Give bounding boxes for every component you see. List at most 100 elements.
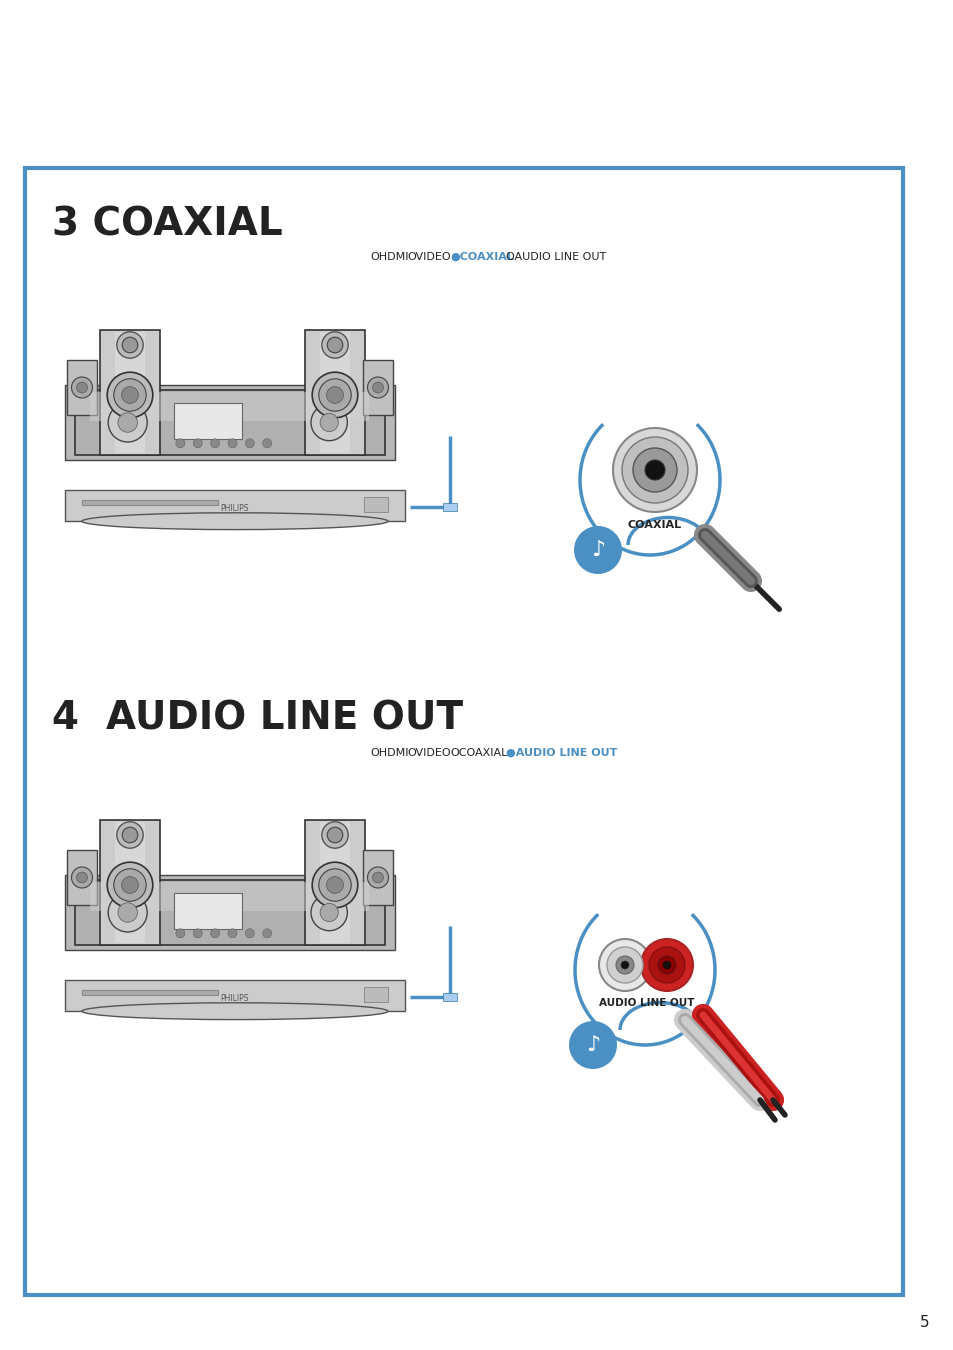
FancyBboxPatch shape bbox=[25, 167, 902, 1295]
Circle shape bbox=[245, 439, 254, 448]
Circle shape bbox=[121, 876, 138, 894]
Text: OVIDEO: OVIDEO bbox=[407, 748, 450, 757]
Text: OHDMI: OHDMI bbox=[370, 252, 408, 262]
Circle shape bbox=[598, 940, 650, 991]
Circle shape bbox=[113, 869, 146, 902]
Circle shape bbox=[644, 460, 664, 481]
Circle shape bbox=[193, 929, 202, 938]
Circle shape bbox=[175, 929, 185, 938]
Text: OAUDIO LINE OUT: OAUDIO LINE OUT bbox=[505, 252, 605, 262]
FancyBboxPatch shape bbox=[319, 822, 350, 944]
FancyBboxPatch shape bbox=[363, 360, 393, 414]
Circle shape bbox=[321, 822, 348, 848]
FancyBboxPatch shape bbox=[305, 819, 365, 945]
Circle shape bbox=[211, 929, 219, 938]
Circle shape bbox=[326, 386, 343, 404]
FancyBboxPatch shape bbox=[363, 850, 393, 904]
Circle shape bbox=[245, 929, 254, 938]
Circle shape bbox=[262, 929, 272, 938]
FancyBboxPatch shape bbox=[91, 882, 369, 911]
Circle shape bbox=[108, 404, 147, 441]
Circle shape bbox=[228, 929, 236, 938]
FancyBboxPatch shape bbox=[67, 850, 97, 904]
Text: ●AUDIO LINE OUT: ●AUDIO LINE OUT bbox=[505, 748, 617, 757]
Circle shape bbox=[122, 828, 137, 842]
Circle shape bbox=[312, 863, 357, 907]
Circle shape bbox=[116, 822, 143, 848]
Circle shape bbox=[318, 869, 351, 902]
FancyBboxPatch shape bbox=[100, 819, 160, 945]
Circle shape bbox=[640, 940, 692, 991]
FancyBboxPatch shape bbox=[364, 497, 388, 512]
Circle shape bbox=[574, 526, 621, 574]
Circle shape bbox=[633, 448, 677, 491]
Circle shape bbox=[122, 338, 137, 352]
Circle shape bbox=[76, 382, 88, 393]
Circle shape bbox=[121, 386, 138, 404]
Circle shape bbox=[318, 379, 351, 412]
Circle shape bbox=[113, 379, 146, 412]
FancyBboxPatch shape bbox=[82, 500, 218, 505]
Circle shape bbox=[606, 946, 642, 983]
Circle shape bbox=[648, 946, 684, 983]
Text: PHILIPS: PHILIPS bbox=[220, 504, 249, 513]
FancyBboxPatch shape bbox=[115, 332, 145, 454]
Circle shape bbox=[613, 428, 697, 512]
Circle shape bbox=[327, 828, 342, 842]
FancyBboxPatch shape bbox=[442, 502, 456, 510]
Circle shape bbox=[326, 876, 343, 894]
Circle shape bbox=[175, 439, 185, 448]
FancyBboxPatch shape bbox=[442, 992, 456, 1000]
FancyBboxPatch shape bbox=[75, 880, 385, 945]
FancyBboxPatch shape bbox=[305, 329, 365, 455]
Circle shape bbox=[311, 894, 347, 930]
Circle shape bbox=[108, 892, 147, 931]
FancyBboxPatch shape bbox=[364, 987, 388, 1002]
Circle shape bbox=[620, 961, 628, 969]
FancyBboxPatch shape bbox=[65, 875, 395, 950]
Circle shape bbox=[616, 956, 634, 973]
Text: 3 COAXIAL: 3 COAXIAL bbox=[52, 205, 282, 243]
Circle shape bbox=[367, 377, 388, 398]
Circle shape bbox=[327, 338, 342, 352]
FancyBboxPatch shape bbox=[65, 385, 395, 460]
FancyBboxPatch shape bbox=[91, 392, 369, 421]
Circle shape bbox=[662, 961, 670, 969]
Text: ♪: ♪ bbox=[590, 540, 604, 560]
Text: AUDIO LINE OUT: AUDIO LINE OUT bbox=[598, 998, 694, 1008]
Circle shape bbox=[312, 373, 357, 417]
Circle shape bbox=[76, 872, 88, 883]
FancyBboxPatch shape bbox=[100, 329, 160, 455]
Circle shape bbox=[71, 377, 92, 398]
Text: 5: 5 bbox=[920, 1315, 929, 1330]
Circle shape bbox=[321, 332, 348, 358]
Circle shape bbox=[373, 872, 383, 883]
Text: PHILIPS: PHILIPS bbox=[220, 994, 249, 1003]
FancyBboxPatch shape bbox=[115, 822, 145, 944]
Circle shape bbox=[320, 413, 338, 432]
Ellipse shape bbox=[82, 1003, 388, 1019]
Circle shape bbox=[658, 956, 676, 973]
Circle shape bbox=[262, 439, 272, 448]
FancyBboxPatch shape bbox=[65, 490, 405, 521]
FancyBboxPatch shape bbox=[319, 332, 350, 454]
Circle shape bbox=[367, 867, 388, 888]
Text: OHDMI: OHDMI bbox=[370, 748, 408, 757]
FancyBboxPatch shape bbox=[67, 360, 97, 414]
Text: OVIDEO: OVIDEO bbox=[407, 252, 450, 262]
FancyBboxPatch shape bbox=[174, 892, 242, 929]
Circle shape bbox=[211, 439, 219, 448]
Circle shape bbox=[228, 439, 236, 448]
Circle shape bbox=[107, 373, 152, 417]
Ellipse shape bbox=[82, 513, 388, 529]
Circle shape bbox=[71, 867, 92, 888]
Circle shape bbox=[118, 903, 137, 922]
Circle shape bbox=[107, 863, 152, 907]
Text: ●COAXIAL: ●COAXIAL bbox=[450, 252, 514, 262]
FancyBboxPatch shape bbox=[75, 390, 385, 455]
Circle shape bbox=[311, 404, 347, 440]
Text: COAXIAL: COAXIAL bbox=[627, 520, 681, 531]
Text: ♪: ♪ bbox=[585, 1035, 599, 1054]
FancyBboxPatch shape bbox=[82, 990, 218, 995]
Text: OCOAXIAL: OCOAXIAL bbox=[450, 748, 507, 757]
